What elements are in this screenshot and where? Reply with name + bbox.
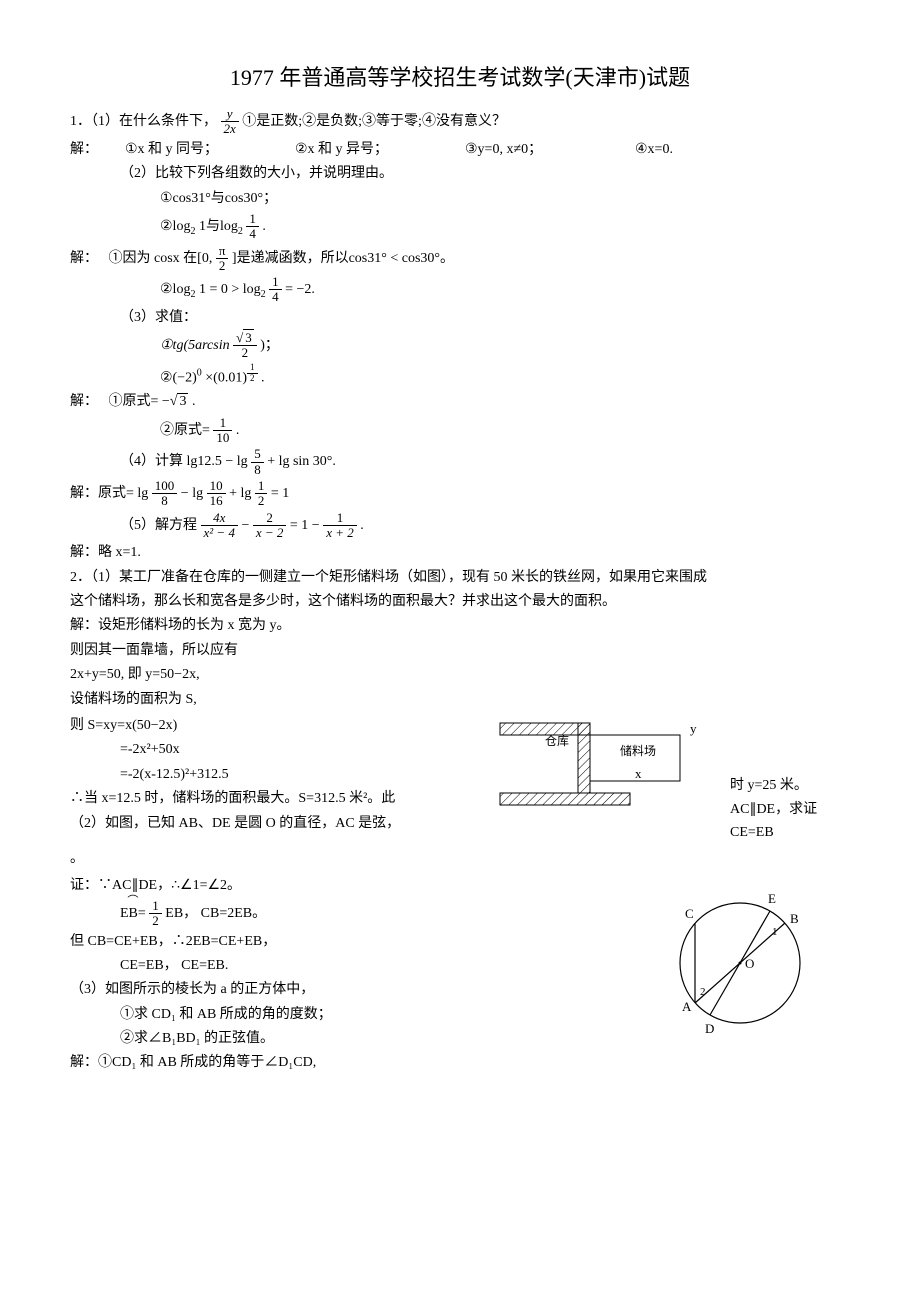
q1-prefix: 1．（1）在什么条件下， xyxy=(70,114,217,129)
q1-2-item1: ①cos31°与cos30°； xyxy=(70,188,850,210)
q2-2-l1: 证：∵AC∥DE，∴∠1=∠2。 xyxy=(70,875,650,897)
q1-3-item1: ①tg(5arcsin √32 )； xyxy=(70,331,850,361)
label-y: y xyxy=(690,721,697,736)
q1-3-ans1: 解： ①原式= −√3 . xyxy=(70,391,850,413)
q1-a4: ④x=0. xyxy=(635,139,673,161)
q1-2-ans2: ②log2 1 = 0 > log2 14 = −2. xyxy=(70,275,850,305)
circle-figure: E C B O A D 1 2 xyxy=(650,873,830,1043)
q2-2-l3: 但 CB=CE+EB，∴2EB=CE+EB， xyxy=(70,931,650,953)
q2-3-ans: 解：①CD₁ 和 AB 所成的角等于∠D₁CD, xyxy=(70,1052,650,1074)
q2-2-stem-b: AC∥DE，求证 CE=EB xyxy=(730,799,850,844)
q1-3-stem: （3）求值： xyxy=(70,307,850,329)
q2-2-l2: EB= 12 EB， CB=2EB。 xyxy=(70,899,650,929)
q2-1-l8a: ∴当 x=12.5 时，储料场的面积最大。S=312.5 米²。此 xyxy=(70,788,490,810)
q1-stem: 1．（1）在什么条件下， y 2x ①是正数;②是负数;③等于零;④没有意义？ xyxy=(70,107,850,137)
q2-1-stem1: 2．（1）某工厂准备在仓库的一侧建立一个矩形储料场（如图），现有 50 米长的铁… xyxy=(70,567,850,589)
q1-2-ans1: 解： ①因为 cosx 在[0, π2 ]是递减函数，所以cos31° < co… xyxy=(70,244,850,274)
q1-5-ans: 解：略 x=1. xyxy=(70,542,850,564)
label-x: x xyxy=(635,766,642,781)
label-ang1: 1 xyxy=(772,926,778,938)
q2-3-l2: ②求∠B₁BD₁ 的正弦值。 xyxy=(70,1028,650,1050)
q1-answers: 解： ①x 和 y 同号； ②x 和 y 异号； ③y=0, x≠0； ④x=0… xyxy=(70,139,850,161)
label-C: C xyxy=(685,906,694,921)
label-A: A xyxy=(682,999,692,1014)
warehouse-figure: 仓库 储料场 x y xyxy=(490,713,730,813)
ans-label: 解： xyxy=(70,139,125,161)
q1-4-ans: 解：原式= lg 1008 − lg 1016 + lg 12 = 1 xyxy=(70,479,850,509)
q2-2-l4: CE=EB， CE=EB. xyxy=(70,955,650,977)
q2-1-l4: 设储料场的面积为 S, xyxy=(70,689,850,711)
q2-3-l1: ①求 CD₁ 和 AB 所成的角的度数； xyxy=(70,1004,650,1026)
q2-3-stem: （3）如图所示的棱长为 a 的正方体中， xyxy=(70,979,650,1001)
label-O: O xyxy=(745,956,754,971)
q1-a1: ①x 和 y 同号； xyxy=(125,139,295,161)
label-warehouse: 仓库 xyxy=(545,733,569,748)
q1-suffix: ①是正数;②是负数;③等于零;④没有意义？ xyxy=(242,114,506,129)
label-storage: 储料场 xyxy=(620,743,656,758)
q1-4-stem: （4）计算 lg12.5 − lg 58 + lg sin 30°. xyxy=(70,447,850,477)
q1-2-item2: ②log2 1与log2 14 . xyxy=(70,212,850,242)
label-D: D xyxy=(705,1021,714,1036)
q1-frac: y 2x xyxy=(221,107,239,137)
q1-2-stem: （2）比较下列各组数的大小，并说明理由。 xyxy=(70,163,850,185)
q2-2-stem-a: （2）如图，已知 AB、DE 是圆 O 的直径，AC 是弦， xyxy=(70,813,490,835)
q2-1-l1: 解：设矩形储料场的长为 x 宽为 y。 xyxy=(70,615,850,637)
q2-1-l5: 则 S=xy=x(50−2x) xyxy=(70,715,490,737)
q2-1-l6: =-2x²+50x xyxy=(70,739,490,761)
q2-1-l2: 则因其一面靠墙，所以应有 xyxy=(70,640,850,662)
label-B: B xyxy=(790,911,799,926)
q1-3-ans2: ②原式= 110 . xyxy=(70,416,850,446)
q1-a3: ③y=0, x≠0； xyxy=(465,139,635,161)
q2-2-end: 。 xyxy=(70,848,850,870)
label-E: E xyxy=(768,891,776,906)
q1-3-item2: ②(−2)0 ×(0.01)12 . xyxy=(70,363,850,390)
q2-1-l7: =-2(x-12.5)²+312.5 xyxy=(70,764,490,786)
label-ang2: 2 xyxy=(700,986,706,998)
q2-1-stem2: 这个储料场，那么长和宽各是多少时，这个储料场的面积最大？并求出这个最大的面积。 xyxy=(70,591,850,613)
q2-1-l3: 2x+y=50, 即 y=50−2x, xyxy=(70,664,850,686)
page-title: 1977 年普通高等学校招生考试数学(天津市)试题 xyxy=(70,60,850,95)
q1-5-stem: （5）解方程 4xx² − 4 − 2x − 2 = 1 − 1x + 2 . xyxy=(70,511,850,541)
q2-1-l8b: 时 y=25 米。 xyxy=(730,775,850,797)
q1-a2: ②x 和 y 异号； xyxy=(295,139,465,161)
